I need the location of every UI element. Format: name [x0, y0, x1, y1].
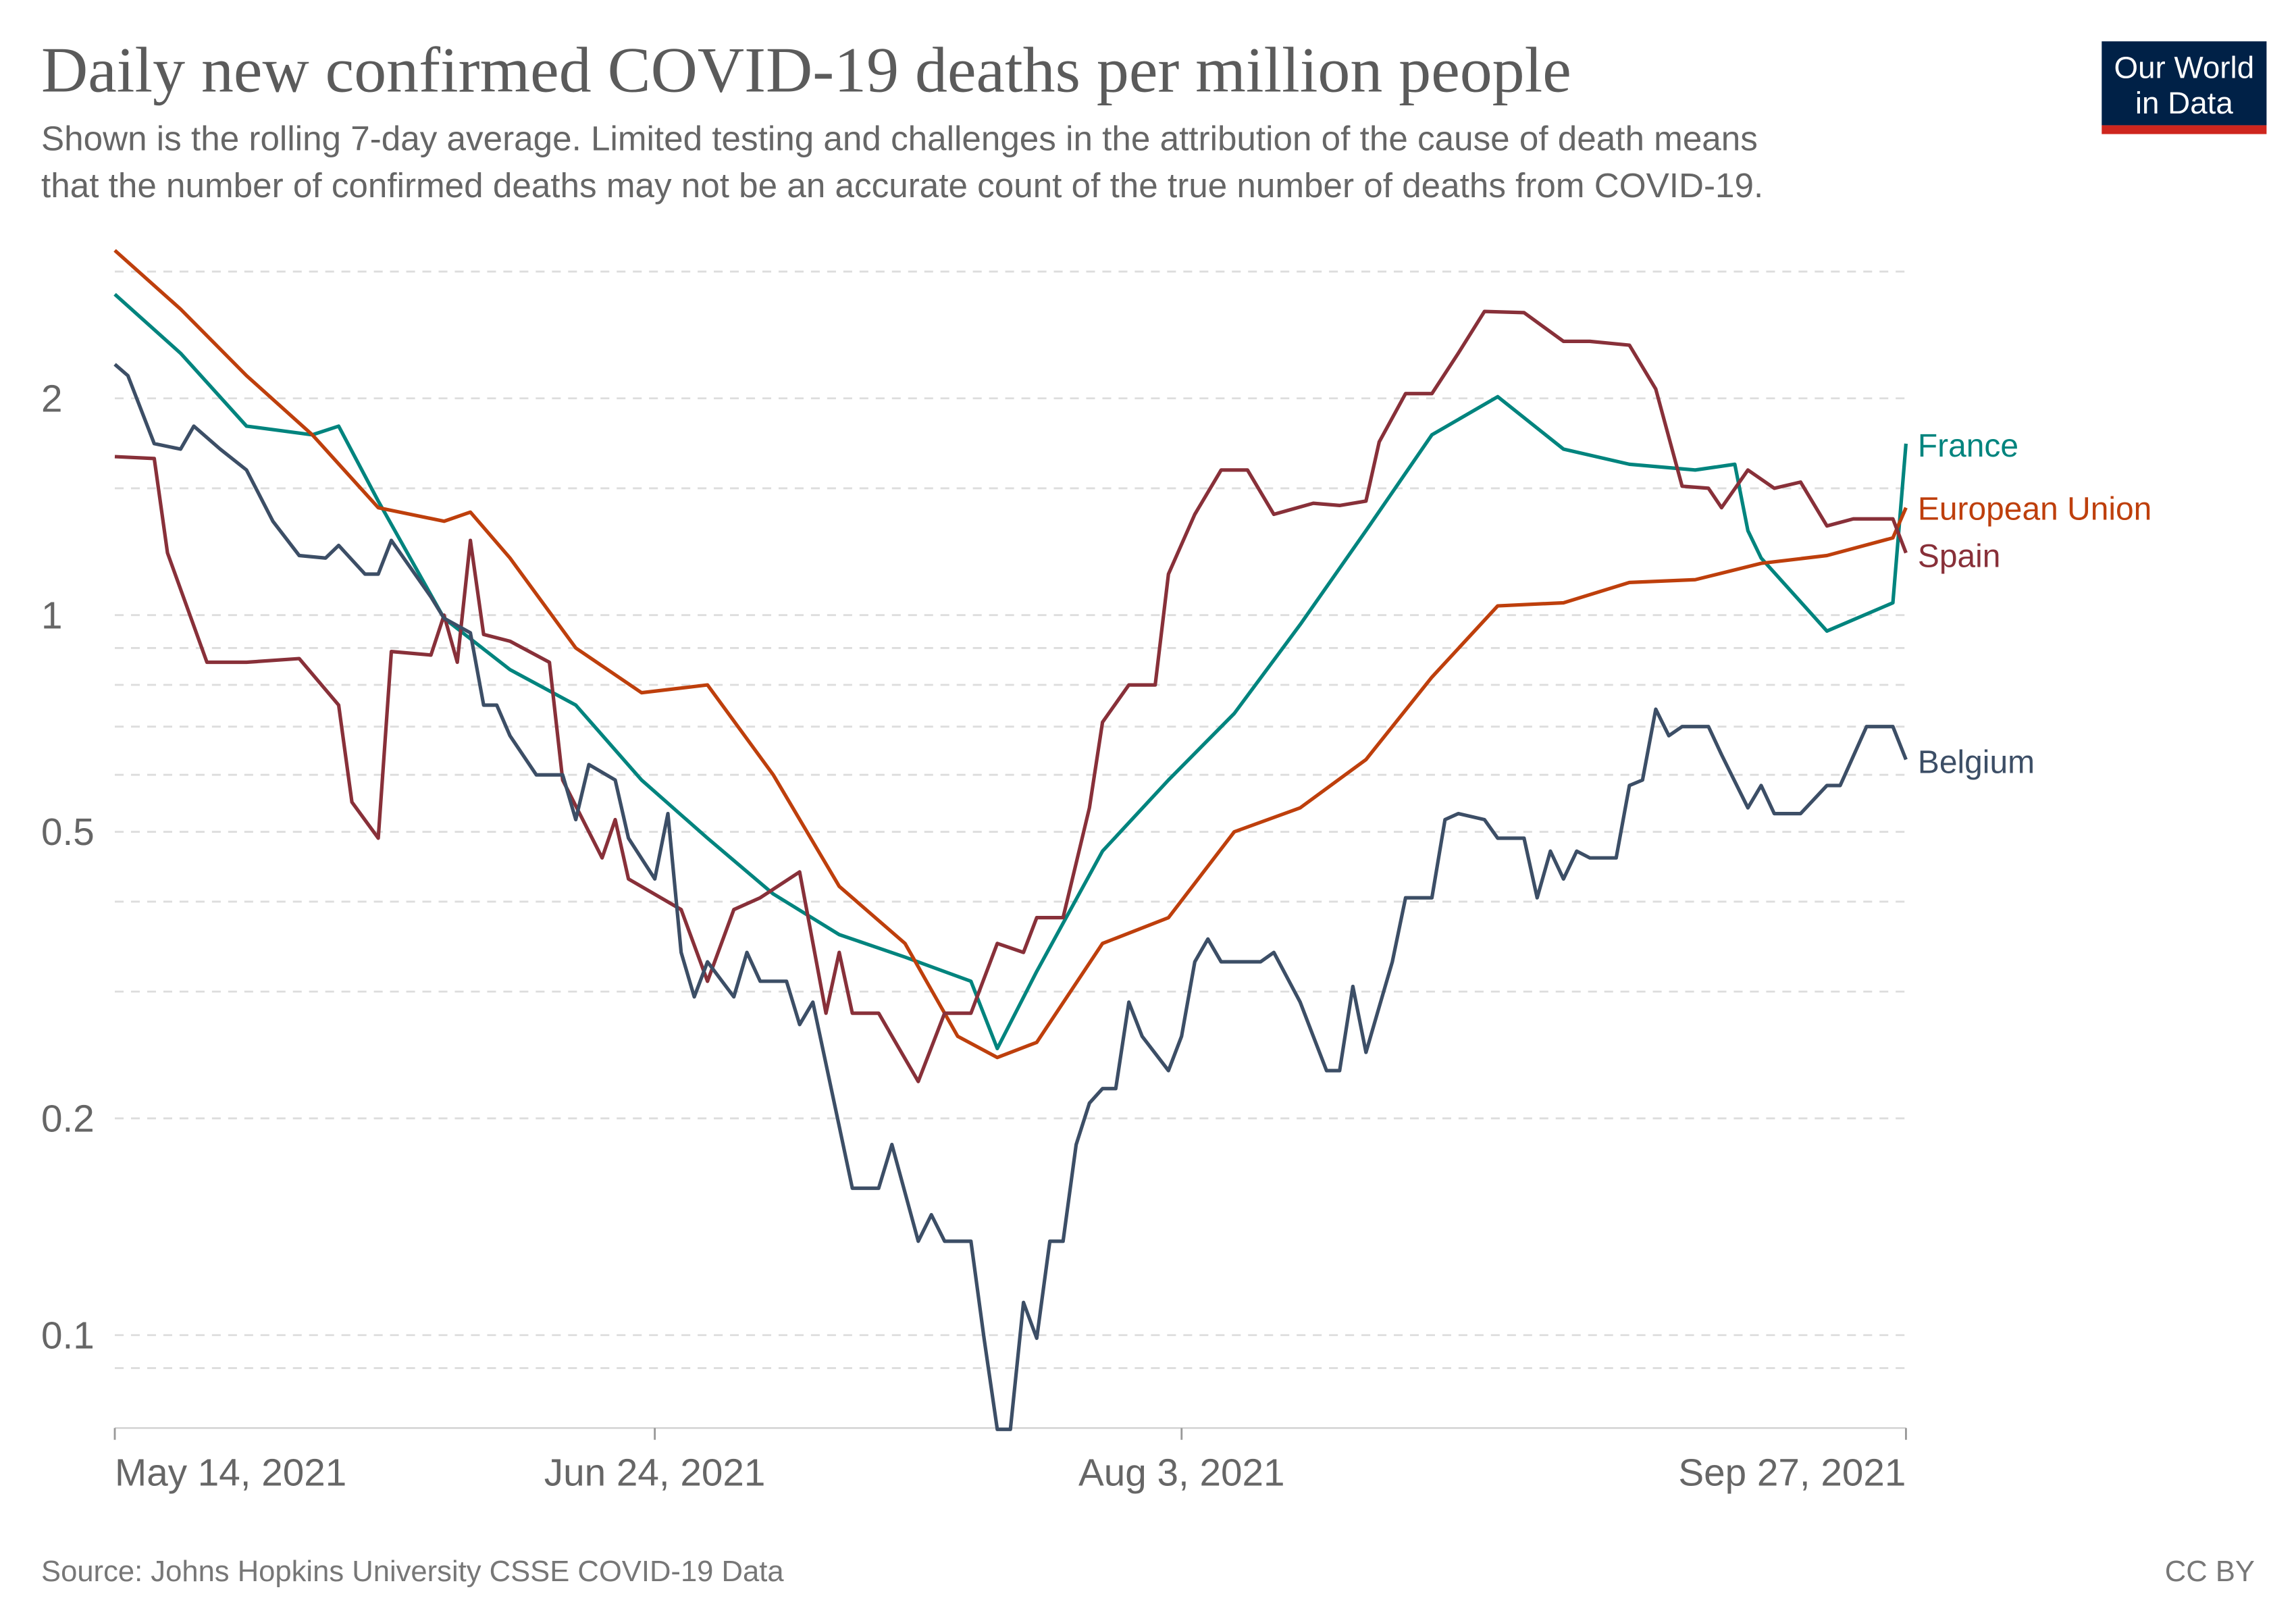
x-tick-label: May 14, 2021 [115, 1451, 346, 1494]
owid-logo[interactable]: Our World in Data [2102, 41, 2267, 134]
series-label: European Union [1918, 492, 2151, 528]
y-tick-label: 1 [41, 594, 63, 637]
x-tick-label: Aug 3, 2021 [1078, 1451, 1285, 1494]
logo-background [2102, 41, 2267, 126]
chart-title: Daily new confirmed COVID-19 deaths per … [41, 34, 1571, 105]
y-tick-label: 0.2 [41, 1098, 95, 1140]
y-tick-label: 2 [41, 378, 63, 420]
series-lines [113, 249, 1908, 1431]
series-line-france [113, 292, 1908, 1051]
series-labels: France European Union Spain Belgium [1918, 428, 2151, 781]
y-axis: 0.1 0.2 0.5 1 2 [41, 378, 95, 1357]
source-note[interactable]: Source: Johns Hopkins University CSSE CO… [41, 1555, 784, 1588]
y-tick-label: 0.1 [41, 1314, 95, 1357]
x-tick-label: Sep 27, 2021 [1678, 1451, 1906, 1494]
y-tick-label: 0.5 [41, 811, 95, 854]
chart-subtitle-line-2: that the number of confirmed deaths may … [41, 166, 1763, 205]
chart-subtitle-line-1: Shown is the rolling 7-day average. Limi… [41, 120, 1758, 158]
series-line-european-union [113, 249, 1908, 1060]
x-tick-label: Jun 24, 2021 [544, 1451, 766, 1494]
series-line-spain [114, 309, 1908, 1083]
logo-red-bar [2102, 125, 2267, 134]
series-label: France [1918, 428, 2018, 464]
license-note[interactable]: CC BY [2165, 1555, 2255, 1588]
series-label: Belgium [1918, 744, 2035, 780]
logo-text-line-2: in Data [2135, 86, 2234, 120]
x-axis: May 14, 2021 Jun 24, 2021 Aug 3, 2021 Sep 2… [113, 1427, 1907, 1494]
series-line-belgium [113, 363, 1908, 1431]
series-label: Spain [1918, 538, 2001, 574]
y-gridlines [114, 270, 1906, 1369]
logo-text-line-1: Our World [2114, 51, 2255, 85]
